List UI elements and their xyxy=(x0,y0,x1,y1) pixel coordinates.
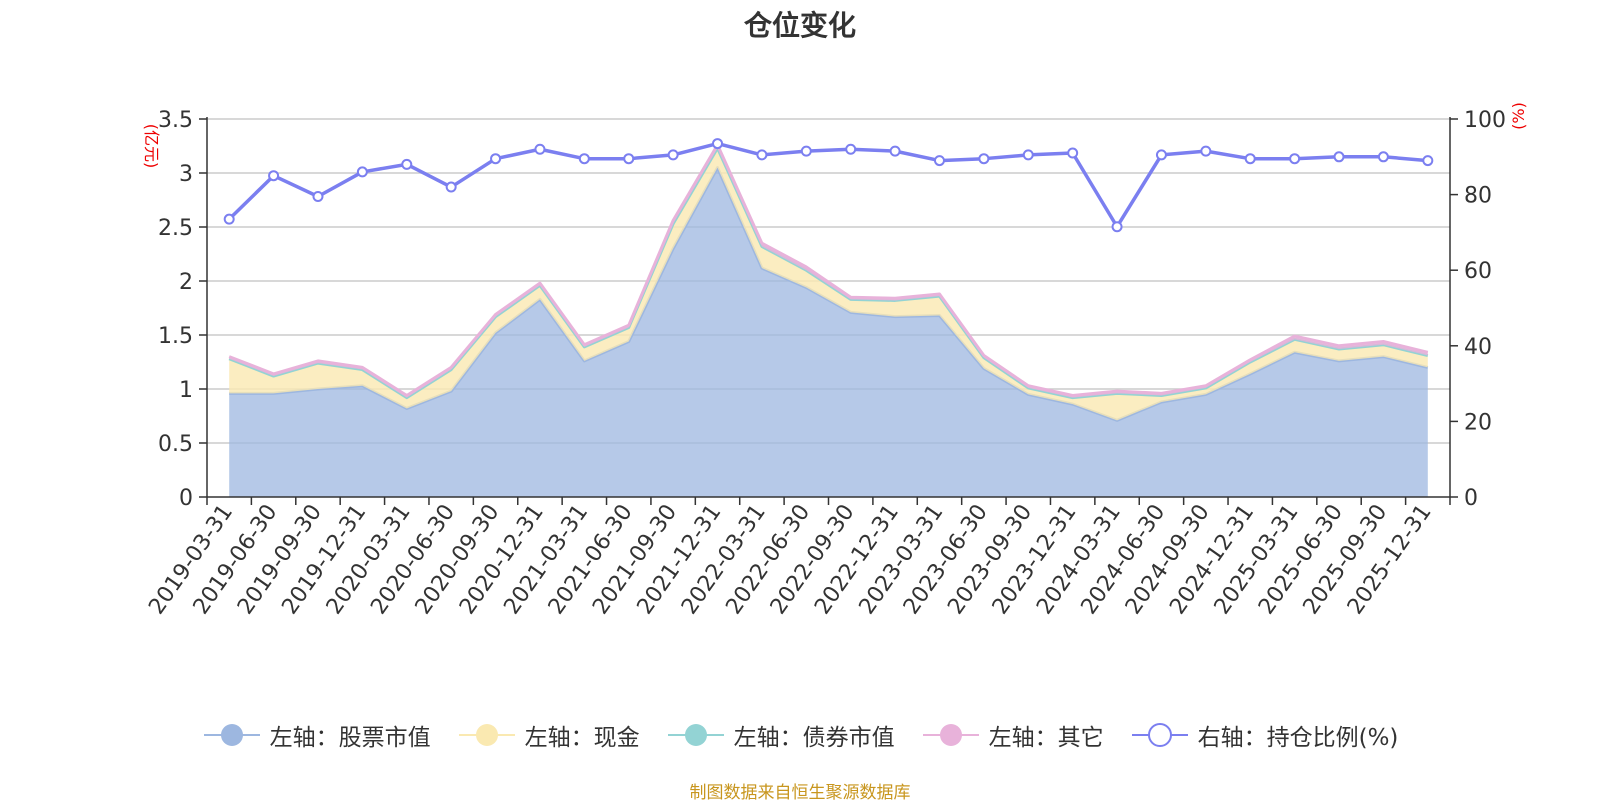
ratio-point xyxy=(490,153,502,165)
y-left-tick-label: 1 xyxy=(179,378,193,403)
y-right-unit-label: (%) xyxy=(1509,102,1528,130)
ratio-point xyxy=(889,145,901,157)
legend-label: 左轴：其它 xyxy=(988,725,1104,751)
y-left-tick-label: 2.5 xyxy=(158,216,193,241)
legend-ratio-icon xyxy=(1131,723,1188,747)
ratio-point xyxy=(578,153,590,165)
ratio-point xyxy=(268,170,280,182)
y-right-tick-label: 100 xyxy=(1464,108,1506,133)
stacked-areas xyxy=(228,143,1429,497)
y-right-tick-label: 20 xyxy=(1464,410,1492,435)
ratio-point xyxy=(312,190,324,202)
y-left-tick-label: 3.5 xyxy=(158,108,193,133)
ratio-point xyxy=(800,145,812,157)
legend-label: 左轴：股票市值 xyxy=(269,725,431,751)
legend-label: 左轴：债券市值 xyxy=(733,725,895,751)
y-right-tick-label: 0 xyxy=(1464,486,1478,511)
legend-stock-icon xyxy=(203,724,260,746)
ratio-point xyxy=(1155,149,1167,161)
ratio-point xyxy=(933,155,945,167)
legend-item-ratio[interactable]: 右轴：持仓比例(%) xyxy=(1130,718,1399,752)
legend-label: 右轴：持仓比例(%) xyxy=(1197,725,1399,751)
legend: 左轴：股票市值 左轴：现金 左轴：债券市值 左轴：其它 xyxy=(0,718,1600,752)
y-right-tick-label: 80 xyxy=(1464,184,1492,209)
ratio-line xyxy=(223,138,1434,233)
legend-item-bond[interactable]: 左轴：债券市值 xyxy=(666,718,895,752)
ratio-point xyxy=(356,166,368,178)
ratio-point xyxy=(445,181,457,193)
ratio-point xyxy=(712,138,724,150)
ratio-point xyxy=(1244,153,1256,165)
ratio-point xyxy=(1422,155,1434,167)
ratio-line-path xyxy=(227,141,1428,229)
y-left-tick-label: 2 xyxy=(179,270,193,295)
ratio-point xyxy=(223,213,235,225)
chart-title: 仓位变化 xyxy=(743,9,856,42)
legend-item-other[interactable]: 左轴：其它 xyxy=(921,718,1104,752)
ratio-point xyxy=(978,153,990,165)
legend-cash-icon xyxy=(458,724,515,746)
legend-item-cash[interactable]: 左轴：现金 xyxy=(457,718,640,752)
ratio-point xyxy=(1111,221,1123,233)
ratio-point xyxy=(1067,147,1079,159)
ratio-point xyxy=(1289,153,1301,165)
ratio-point xyxy=(1022,149,1034,161)
y-right-tick-label: 40 xyxy=(1464,335,1492,360)
ratio-point xyxy=(623,153,635,165)
data-source-footer: 制图数据来自恒生聚源数据库 xyxy=(689,783,911,803)
ratio-point xyxy=(756,149,768,161)
legend-other-icon xyxy=(922,724,979,746)
y-left-tick-label: 0.5 xyxy=(158,432,193,457)
ratio-point xyxy=(534,143,546,155)
ratio-point xyxy=(845,143,857,155)
y-right-tick-label: 60 xyxy=(1464,259,1492,284)
ratio-point xyxy=(1377,151,1389,163)
y-left-tick-label: 3 xyxy=(179,162,193,187)
ratio-point xyxy=(401,158,413,170)
legend-label: 左轴：现金 xyxy=(524,725,640,751)
legend-item-stock[interactable]: 左轴：股票市值 xyxy=(202,718,431,752)
ratio-point xyxy=(1200,145,1212,157)
area-左轴：股票市值 xyxy=(229,167,1428,497)
ratio-point xyxy=(667,149,679,161)
ratio-point xyxy=(1333,151,1345,163)
y-left-tick-label: 0 xyxy=(179,486,193,511)
area-edge-左轴：其它 xyxy=(228,143,1429,397)
chart-plot: 00.511.522.533.50204060801002019-03-3120… xyxy=(142,102,1528,619)
y-left-tick-label: 1.5 xyxy=(158,324,193,349)
y-left-unit-label: (亿元) xyxy=(142,124,161,169)
legend-bond-icon xyxy=(667,724,724,746)
